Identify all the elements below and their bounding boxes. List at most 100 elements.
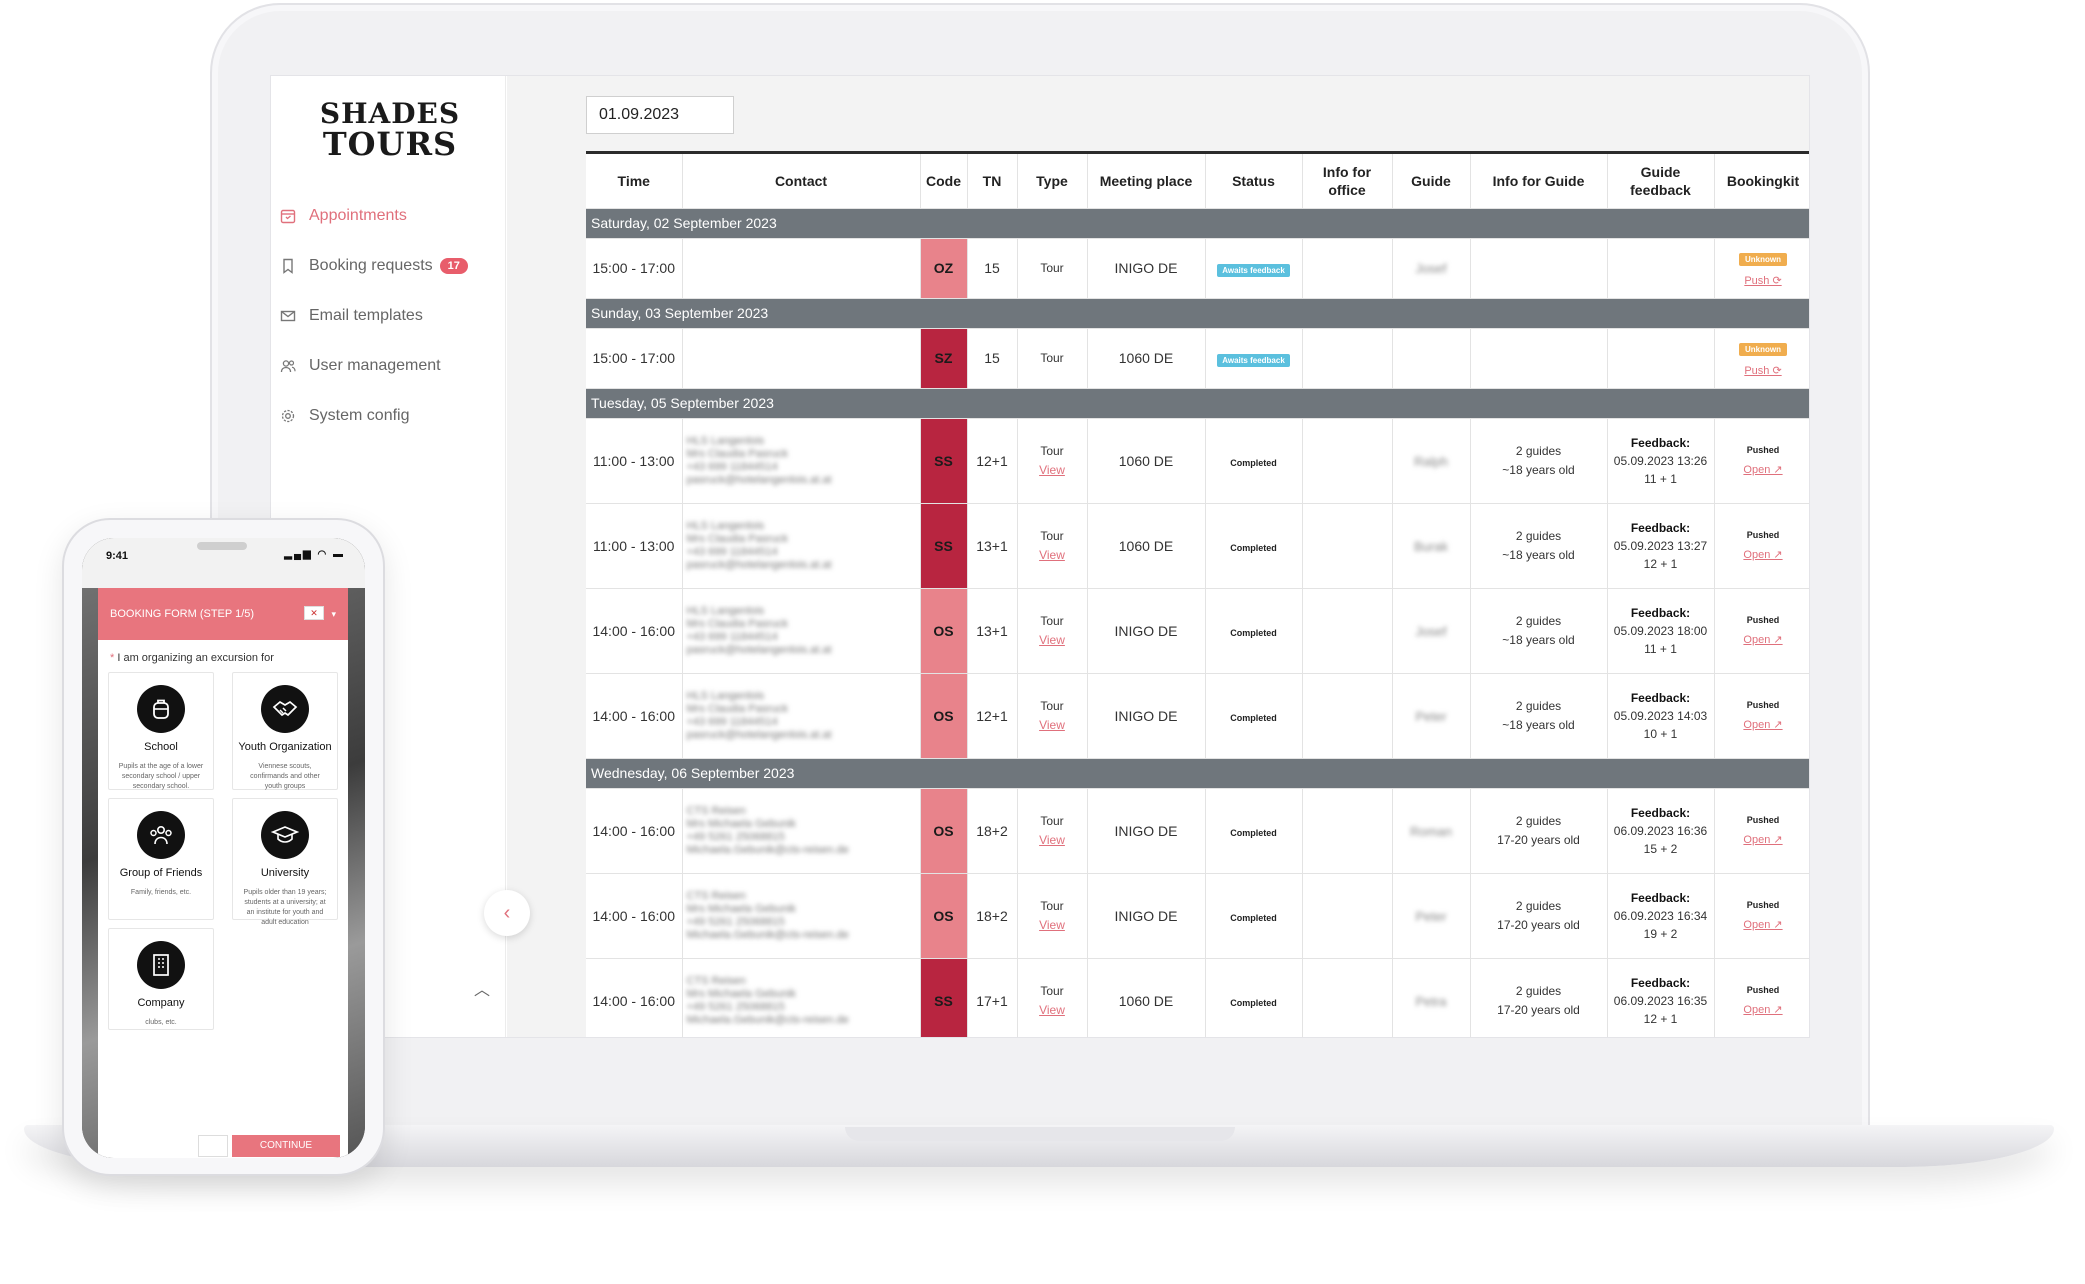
bookingkit-action-link[interactable]: Open ↗ [1743,919,1783,931]
cell-guide[interactable]: Josef [1392,238,1471,299]
cell-guide-feedback: Feedback: 05.09.2023 14:03 10 + 1 [1607,673,1715,759]
column-header-status[interactable]: Status [1205,154,1303,209]
sidebar-item-label: User management [309,357,441,374]
guide-info-line: 17-20 years old [1497,832,1580,847]
column-header-tn[interactable]: TN [967,154,1018,209]
sidebar-item-email-templates[interactable]: Email templates [279,291,468,341]
bookingkit-action-link[interactable]: Open ↗ [1743,634,1783,646]
cell-guide[interactable]: Roman [1392,788,1471,874]
bookingkit-status-text: Pushed [1746,445,1780,455]
guide-info-line: 2 guides [1515,528,1562,543]
table-row[interactable]: 14:00 - 16:00 CTS Reisen Mrs Michaela Geb… [586,958,1809,1037]
contact-blurred: CTS Reisen Mrs Michaela Gebunik +49 5261 2… [687,890,920,942]
contact-line: +49 5261 25068815 [686,915,785,928]
cell-guide-feedback [1607,238,1715,299]
sidebar-item-appointments[interactable]: Appointments [279,191,468,241]
view-link[interactable]: View [1039,632,1065,647]
sidebar-item-booking-requests[interactable]: Booking requests 17 [279,241,468,291]
column-header-guide-feedback[interactable]: Guide feedback [1607,154,1715,209]
sidebar-item-user-management[interactable]: User management [279,341,468,391]
view-link[interactable]: View [1039,717,1065,732]
bookingkit-action-link[interactable]: Open ↗ [1743,549,1783,561]
view-link[interactable]: View [1039,917,1065,932]
option-card-university[interactable]: University Pupils older than 19 years; s… [232,798,338,926]
column-header-bookingkit[interactable]: Bookingkit [1714,154,1809,209]
cell-time: 14:00 - 16:00 [586,588,683,674]
column-header-meeting-place[interactable]: Meeting place [1087,154,1206,209]
contact-line: pasruck@hotelangenlois.at.at [686,473,832,486]
building-icon [137,941,185,989]
brand-logo[interactable]: SHADES TOURS [315,97,465,161]
cell-type: Tour View [1017,503,1088,589]
sidebar-collapse-button[interactable]: ‹ [484,890,530,936]
table-row[interactable]: 14:00 - 16:00 CTS Reisen Mrs Michaela Geb… [586,788,1809,874]
feedback-date: 06.09.2023 16:34 [1613,908,1708,923]
column-header-type[interactable]: Type [1017,154,1088,209]
option-card-youth-organization[interactable]: Youth Organization Viennese scouts, conf… [232,672,338,790]
contact-line: Michaela.Gebunik@cts-reisen.de [686,1013,849,1026]
view-link[interactable]: View [1039,1002,1065,1017]
bookingkit-action-link[interactable]: Push ⟳ [1744,365,1782,377]
table-row[interactable]: 11:00 - 13:00 HLS Langenlois Mrs Claudia … [586,418,1809,504]
appointments-table-wrapper: Time Contact Code TN Type Meeting place … [586,151,1809,1037]
view-link[interactable]: View [1039,832,1065,847]
contact-line: CTS Reisen [686,889,746,902]
feedback-count: 12 + 1 [1643,1011,1678,1026]
guide-name: Petra [1415,993,1447,1009]
cell-tn: 18+2 [967,873,1018,959]
cell-guide[interactable] [1392,328,1471,389]
table-row[interactable]: 11:00 - 13:00 HLS Langenlois Mrs Claudia … [586,503,1809,589]
column-header-contact[interactable]: Contact [682,154,921,209]
contact-line: HLS Langenlois [686,604,765,617]
cell-tn: 12+1 [967,418,1018,504]
option-card-company[interactable]: Company clubs, etc. [108,928,214,1030]
column-header-info-for-office[interactable]: Info for office [1302,154,1393,209]
option-card-group-of-friends[interactable]: Group of Friends Family, friends, etc. [108,798,214,920]
column-header-info-for-guide[interactable]: Info for Guide [1470,154,1608,209]
mail-icon [279,307,297,325]
cell-guide[interactable]: Ralph [1392,418,1471,504]
bookingkit-action-link[interactable]: Open ↗ [1743,1004,1783,1016]
cell-guide[interactable]: Peter [1392,673,1471,759]
back-button[interactable] [198,1135,228,1157]
view-link[interactable]: View [1039,547,1065,562]
date-filter-input[interactable]: 01.09.2023 [586,96,734,134]
uk-flag-icon[interactable]: ✕ [304,606,324,620]
status-text: Completed [1230,827,1277,838]
bookingkit-action-link[interactable]: Open ↗ [1743,464,1783,476]
day-group-label: Tuesday, 05 September 2023 [586,388,1809,419]
feedback-title: Feedback: [1630,605,1691,620]
cell-tn: 17+1 [967,958,1018,1037]
cell-guide[interactable]: Peter [1392,873,1471,959]
column-header-guide[interactable]: Guide [1392,154,1471,209]
sidebar-item-system-config[interactable]: System config [279,391,468,441]
sidebar-item-label: Booking requests [309,257,433,274]
table-row[interactable]: 14:00 - 16:00 HLS Langenlois Mrs Claudia … [586,673,1809,759]
continue-button[interactable]: CONTINUE [232,1135,340,1157]
column-header-time[interactable]: Time [586,154,683,209]
brand-logo-line1: SHADES [319,97,461,130]
bookingkit-status-badge: Unknown [1739,343,1787,356]
cell-status: Awaits feedback [1205,238,1303,299]
table-row[interactable]: 14:00 - 16:00 CTS Reisen Mrs Michaela Geb… [586,873,1809,959]
bookingkit-action-link[interactable]: Push ⟳ [1744,275,1782,287]
cell-guide[interactable]: Burak [1392,503,1471,589]
chevron-up-icon[interactable]: ︿ [474,982,491,999]
chevron-down-icon[interactable]: ▾ [331,609,336,619]
bookingkit-action-link[interactable]: Open ↗ [1743,834,1783,846]
view-link[interactable]: View [1039,462,1065,477]
cell-guide[interactable]: Petra [1392,958,1471,1037]
option-card-school[interactable]: School Pupils at the age of a lower seco… [108,672,214,790]
booking-form-title: BOOKING FORM (STEP 1/5) [110,608,255,620]
column-header-code[interactable]: Code [920,154,968,209]
table-row[interactable]: 15:00 - 17:00 OZ 15 Tour INIGO DE Awaits… [586,238,1809,299]
cell-type: Tour View [1017,958,1088,1037]
table-row[interactable]: 14:00 - 16:00 HLS Langenlois Mrs Claudia … [586,588,1809,674]
cell-guide[interactable]: Josef [1392,588,1471,674]
cell-bookingkit: Unknown Push ⟳ [1714,328,1809,389]
cell-info-for-guide: 2 guides ~18 years old [1470,503,1608,589]
bookingkit-action-link[interactable]: Open ↗ [1743,719,1783,731]
contact-blurred: HLS Langenlois Mrs Claudia Pasruck +43 699… [687,520,920,572]
table-row[interactable]: 15:00 - 17:00 SZ 15 Tour 1060 DE Awaits … [586,328,1809,389]
guide-name: Peter [1415,908,1447,924]
